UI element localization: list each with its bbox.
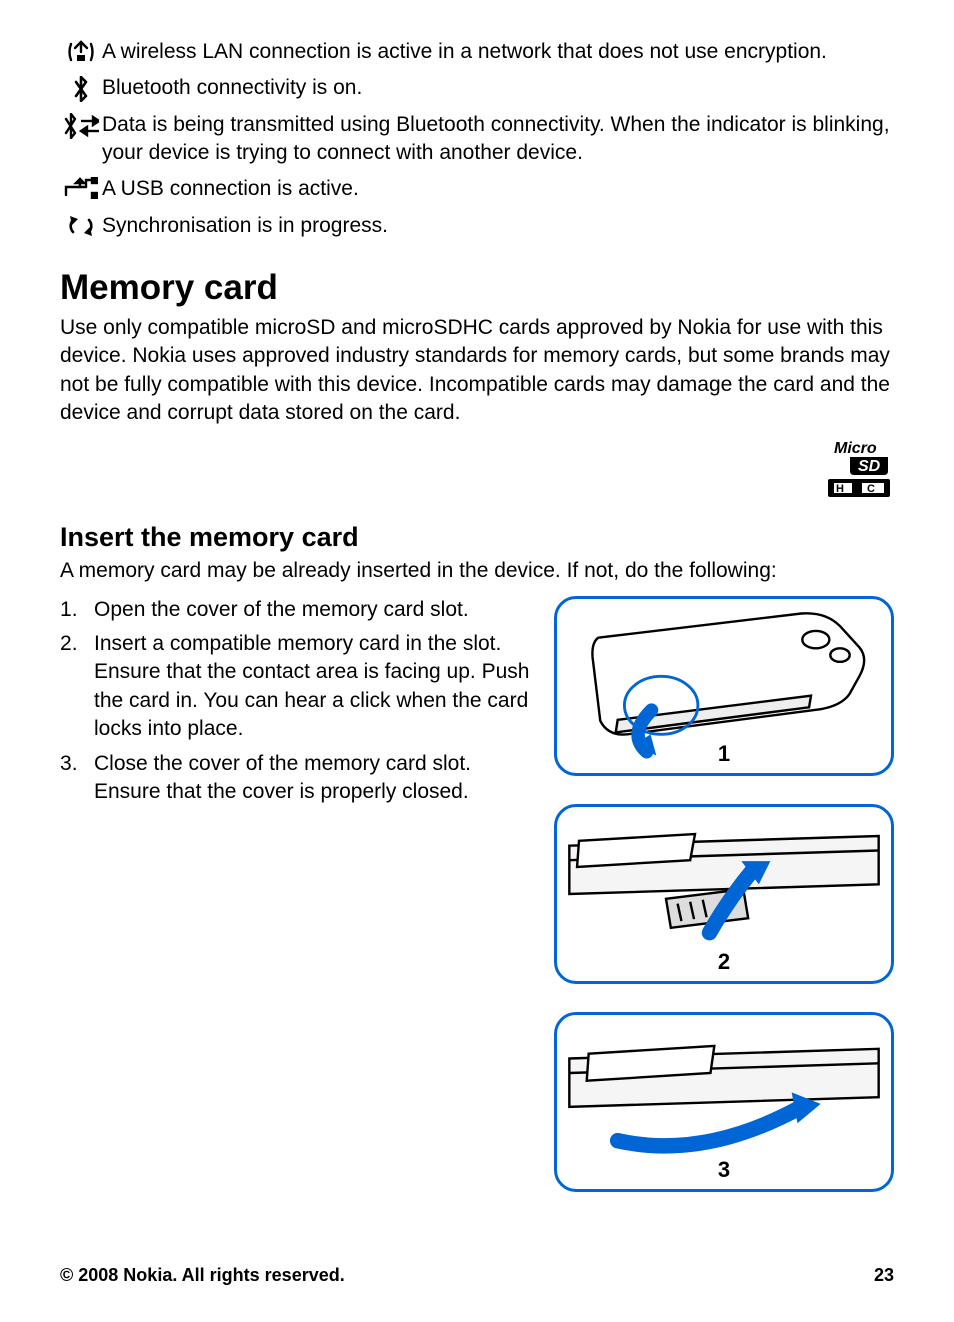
wlan-icon xyxy=(60,38,102,64)
svg-text:H: H xyxy=(836,483,844,495)
steps-list: Open the cover of the memory card slot. … xyxy=(60,596,534,806)
usb-icon xyxy=(60,175,102,199)
steps-column: Open the cover of the memory card slot. … xyxy=(60,596,554,812)
insert-intro: A memory card may be already inserted in… xyxy=(60,557,894,585)
indicator-text: Bluetooth connectivity is on. xyxy=(102,74,894,102)
indicator-sync: Synchronisation is in progress. xyxy=(60,212,894,240)
indicator-text: Data is being transmitted using Bluetoot… xyxy=(102,111,894,168)
illustration-2: 2 xyxy=(554,804,894,984)
illustration-number: 2 xyxy=(718,949,730,975)
page-footer: © 2008 Nokia. All rights reserved. 23 xyxy=(60,1265,894,1286)
illustration-number: 3 xyxy=(718,1157,730,1183)
indicator-text: Synchronisation is in progress. xyxy=(102,212,894,240)
illustration-number: 1 xyxy=(718,741,730,767)
sync-icon xyxy=(60,212,102,238)
svg-text:SD: SD xyxy=(858,458,881,475)
illustration-1: 1 xyxy=(554,596,894,776)
microsdhc-logo-row: Micro SD H C xyxy=(60,437,894,504)
bluetooth-transfer-icon xyxy=(60,111,102,139)
indicator-bluetooth: Bluetooth connectivity is on. xyxy=(60,74,894,102)
insert-columns: Open the cover of the memory card slot. … xyxy=(60,596,894,1192)
step-item: Open the cover of the memory card slot. xyxy=(60,596,534,624)
indicator-text: A USB connection is active. xyxy=(102,175,894,203)
indicator-bluetooth-transfer: Data is being transmitted using Bluetoot… xyxy=(60,111,894,168)
svg-text:Micro: Micro xyxy=(834,440,877,457)
microsdhc-logo-icon: Micro SD H C xyxy=(814,437,894,504)
bluetooth-icon xyxy=(60,74,102,102)
indicator-usb: A USB connection is active. xyxy=(60,175,894,203)
step-item: Insert a compatible memory card in the s… xyxy=(60,630,534,743)
insert-heading: Insert the memory card xyxy=(60,522,894,553)
step-item: Close the cover of the memory card slot.… xyxy=(60,750,534,807)
copyright-text: © 2008 Nokia. All rights reserved. xyxy=(60,1265,345,1286)
indicator-text: A wireless LAN connection is active in a… xyxy=(102,38,894,66)
svg-text:C: C xyxy=(867,483,875,495)
memory-card-heading: Memory card xyxy=(60,268,894,308)
illustration-column: 1 2 xyxy=(554,596,894,1192)
memory-card-body: Use only compatible microSD and microSDH… xyxy=(60,314,894,427)
page-number: 23 xyxy=(874,1265,894,1286)
indicator-wlan: A wireless LAN connection is active in a… xyxy=(60,38,894,66)
illustration-3: 3 xyxy=(554,1012,894,1192)
